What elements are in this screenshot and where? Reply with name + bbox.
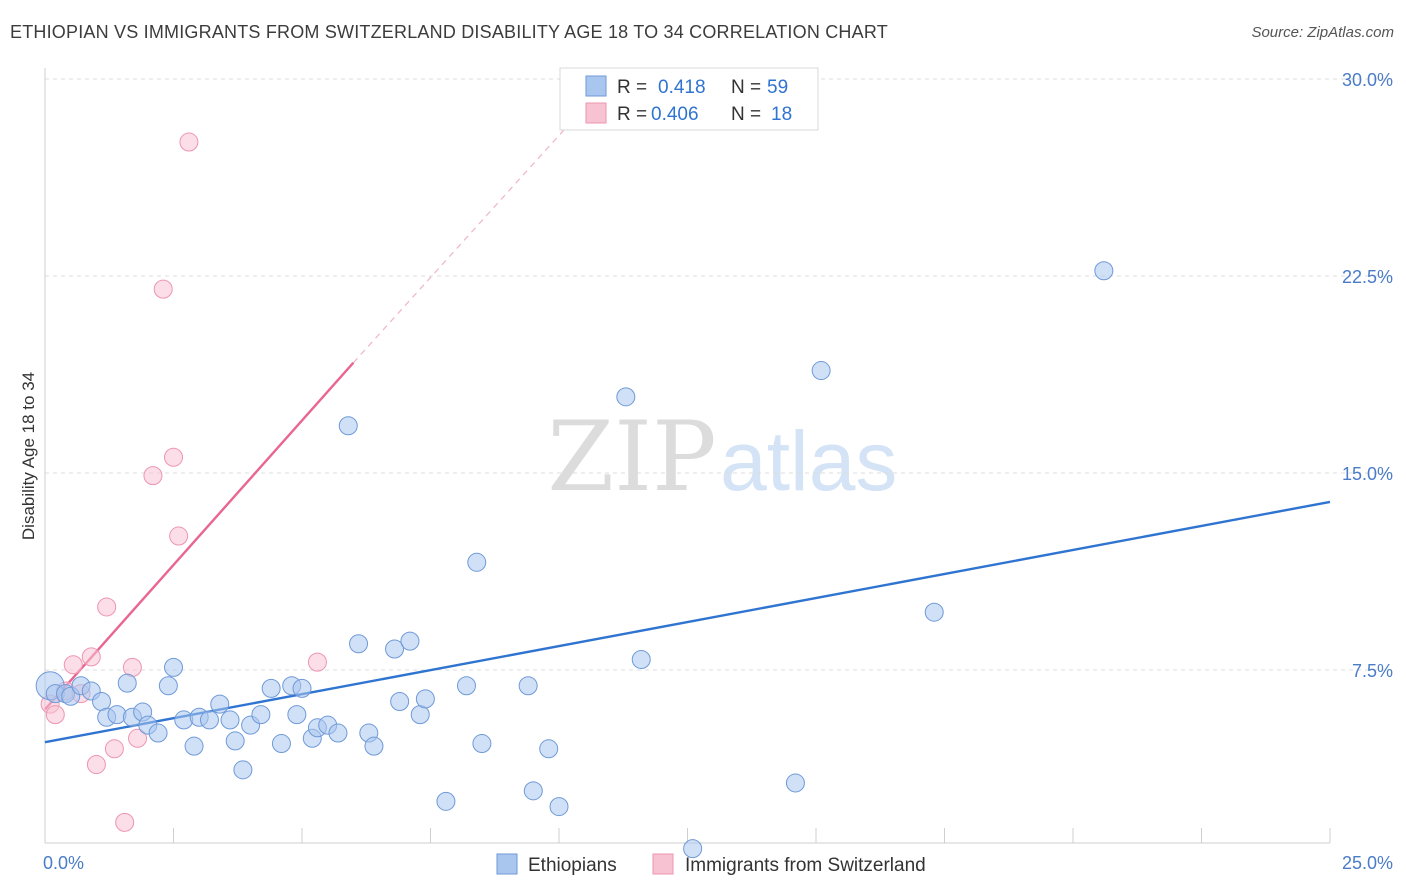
data-point-ethiopians-46: [467, 552, 487, 572]
data-point-immigrants-17: [307, 652, 327, 672]
data-point-ethiopians-34: [328, 723, 348, 743]
data-point-ethiopians-17: [184, 736, 204, 756]
data-point-immigrants-1: [45, 705, 65, 725]
data-point-ethiopians-13: [148, 723, 168, 743]
data-point-ethiopians-14: [158, 676, 178, 696]
data-point-ethiopians-22: [225, 731, 245, 751]
legend-r-label-1: R =: [617, 77, 647, 98]
y-axis-title: Disability Age 18 to 34: [19, 372, 38, 540]
chart-title: ETHIOPIAN VS IMMIGRANTS FROM SWITZERLAND…: [10, 22, 888, 42]
legend-r-label-2: R =: [617, 104, 647, 125]
data-point-ethiopians-15: [164, 657, 183, 677]
data-point-ethiopians-50: [539, 739, 559, 759]
data-point-immigrants-10: [122, 657, 142, 677]
data-point-ethiopians-36: [349, 634, 369, 654]
data-point-ethiopians-43: [415, 689, 435, 709]
legend-bottom-swatch-ethiopians: [496, 853, 518, 875]
trend-line-ethiopians: [44, 500, 1331, 744]
data-point-ethiopians-23: [233, 760, 253, 780]
x-tick-labels: 0.0% 25.0%: [43, 853, 1393, 873]
data-point-ethiopians-38: [364, 736, 384, 756]
data-point-ethiopians-42: [410, 705, 430, 725]
legend-r-value-2: 0.406: [651, 104, 699, 125]
y-tick-label-1: 15.0%: [1342, 464, 1393, 484]
legend-n-value-1: 59: [767, 77, 788, 98]
data-point-ethiopians-19: [199, 710, 219, 730]
y-tick-labels: 7.5% 15.0% 22.5% 30.0%: [1342, 70, 1393, 681]
stats-legend: R = 0.418 N = 59 R = 0.406 N = 18: [559, 67, 819, 131]
data-point-immigrants-12: [143, 466, 163, 486]
data-point-ethiopians-26: [261, 678, 281, 698]
data-point-ethiopians-30: [292, 678, 312, 698]
data-point-immigrants-5: [81, 647, 101, 667]
y-tick-label-3: 30.0%: [1342, 70, 1393, 90]
data-point-immigrants-7: [97, 597, 117, 617]
data-point-ethiopians-35: [338, 416, 358, 436]
legend-swatch-pink: [585, 102, 607, 124]
series-legend: Ethiopians Immigrants from Switzerland: [496, 853, 926, 876]
data-point-ethiopians-51: [549, 797, 569, 817]
data-point-ethiopians-48: [518, 676, 538, 696]
data-point-ethiopians-57: [924, 602, 944, 622]
grid-lines: [45, 78, 1392, 671]
data-point-ethiopians-54: [683, 839, 703, 859]
legend-bottom-label-immigrants: Immigrants from Switzerland: [685, 855, 926, 876]
legend-bottom-swatch-immigrants: [652, 853, 674, 875]
data-point-immigrants-11: [128, 728, 148, 748]
data-point-ethiopians-56: [811, 361, 831, 381]
data-point-ethiopians-45: [456, 676, 476, 696]
source-credit: Source: ZipAtlas.com: [1251, 24, 1394, 41]
watermark-zip: ZIP: [547, 401, 716, 513]
x-tick-label-0: 0.0%: [43, 853, 84, 873]
data-point-ethiopians-25: [251, 705, 271, 725]
trend-line-immigrants-dashed: [352, 117, 575, 364]
data-point-ethiopians-6: [92, 692, 112, 712]
data-point-immigrants-3: [63, 655, 83, 675]
data-point-ethiopians-49: [523, 781, 543, 801]
data-point-immigrants-14: [164, 447, 183, 467]
y-tick-label-2: 22.5%: [1342, 267, 1393, 287]
data-point-ethiopians-9: [117, 673, 137, 693]
legend-n-value-2: 18: [771, 104, 792, 125]
legend-r-value-1: 0.418: [658, 77, 706, 98]
data-point-immigrants-8: [104, 739, 124, 759]
watermark-atlas: atlas: [720, 414, 897, 508]
data-point-ethiopians-58: [1094, 261, 1114, 281]
data-point-ethiopians-27: [271, 734, 291, 754]
data-point-ethiopians-40: [390, 692, 410, 712]
data-point-immigrants-16: [179, 132, 199, 152]
data-point-immigrants-15: [169, 526, 189, 546]
y-tick-label-0: 7.5%: [1352, 661, 1393, 681]
legend-n-label-1: N =: [731, 77, 761, 98]
data-point-ethiopians-41: [400, 631, 420, 651]
data-point-ethiopians-20: [210, 694, 230, 714]
data-point-immigrants-6: [86, 755, 106, 775]
legend-swatch-blue: [585, 75, 607, 97]
data-point-ethiopians-44: [436, 791, 456, 811]
data-point-immigrants-9: [115, 812, 135, 832]
data-point-ethiopians-53: [631, 649, 651, 669]
series-ethiopians: [35, 261, 1114, 859]
legend-n-label-2: N =: [731, 104, 761, 125]
data-point-ethiopians-55: [785, 773, 805, 793]
x-tick-label-1: 25.0%: [1342, 853, 1393, 873]
data-point-ethiopians-21: [220, 710, 240, 730]
data-point-ethiopians-47: [472, 734, 492, 754]
data-point-ethiopians-29: [287, 705, 307, 725]
data-point-ethiopians-52: [616, 387, 636, 407]
legend-bottom-label-ethiopians: Ethiopians: [528, 855, 617, 876]
data-point-immigrants-13: [153, 279, 173, 299]
watermark: ZIP atlas: [547, 401, 897, 513]
data-point-ethiopians-39: [385, 639, 405, 659]
